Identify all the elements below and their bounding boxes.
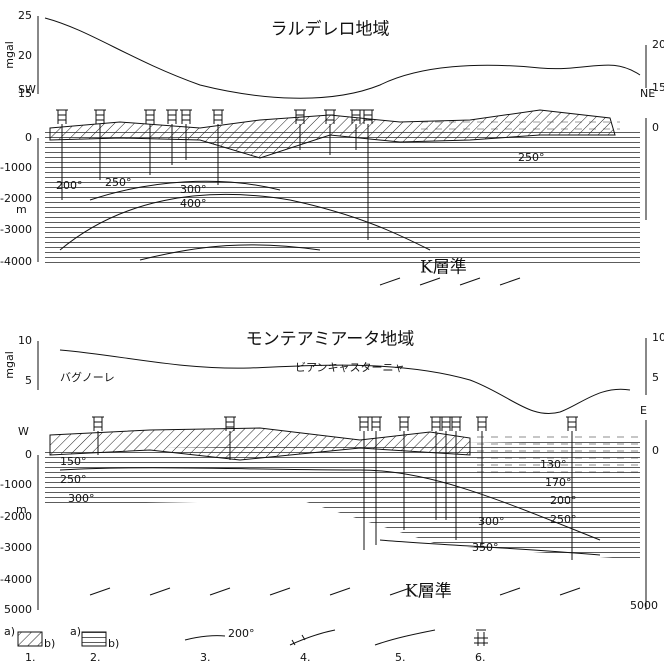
- gravity-tick: 5: [652, 371, 659, 384]
- isotherm-label: 300°: [180, 183, 207, 196]
- legend-sub: a): [4, 625, 15, 638]
- sediment: [420, 120, 620, 134]
- depth-tick: 5000: [630, 599, 658, 612]
- page: ラルデレロ地域 mgal 25 20 15 20 15 SW NE 0 -100…: [0, 0, 664, 670]
- legend-number: 2.: [90, 651, 101, 664]
- gravity-unit: mgal: [3, 351, 16, 379]
- figure: ラルデレロ地域 mgal 25 20 15 20 15 SW NE 0 -100…: [0, 0, 664, 666]
- gravity-tick: 25: [18, 9, 32, 22]
- depth-tick: 5000: [4, 603, 32, 616]
- legend-sub: b): [108, 637, 119, 650]
- gravity-tick: 10: [652, 331, 664, 344]
- panel-title: モンテアミアータ地域: [246, 330, 415, 350]
- legend-swatch: [18, 632, 42, 646]
- gravity-curve: [60, 350, 630, 414]
- depth-tick: -3000: [0, 223, 32, 236]
- strata: [45, 128, 640, 263]
- depth-tick: 0: [652, 121, 659, 134]
- section-end: SW: [18, 83, 36, 96]
- depth-tick: -3000: [0, 541, 32, 554]
- gravity-tick: 10: [18, 334, 32, 347]
- gravity-tick: 20: [652, 38, 664, 51]
- depth-tick: 0: [25, 448, 32, 461]
- isotherm-label: 250°: [550, 513, 577, 526]
- isotherm-label: 150°: [60, 455, 87, 468]
- depth-tick: -4000: [0, 255, 32, 268]
- legend-sub: b): [44, 637, 55, 650]
- depth-tick: -1000: [0, 161, 32, 174]
- legend-sub: a): [70, 625, 81, 638]
- isotherm-label: 400°: [180, 197, 207, 210]
- depth-tick: 0: [25, 131, 32, 144]
- legend-isotherm: [185, 636, 225, 640]
- legend-number: 6.: [475, 651, 486, 664]
- legend-horizon: [375, 630, 435, 645]
- panel-title: ラルデレロ地域: [271, 19, 390, 40]
- horizon-label: K層準: [405, 582, 452, 602]
- section-end: W: [18, 425, 29, 438]
- isotherm-label: 200°: [550, 494, 577, 507]
- isotherm-label: 170°: [545, 476, 572, 489]
- legend-number: 1.: [25, 651, 36, 664]
- gravity-tick: 5: [25, 374, 32, 387]
- isotherm-label: 130°: [540, 458, 567, 471]
- legend-swatch: [82, 632, 106, 646]
- place-label: ビアンキャスターニャ: [295, 361, 405, 374]
- isotherm-label: 250°: [60, 473, 87, 486]
- legend-number: 5.: [395, 651, 406, 664]
- depth-tick: -4000: [0, 573, 32, 586]
- depth-tick: 0: [652, 444, 659, 457]
- horizon-label: K層準: [420, 258, 467, 278]
- section-end: E: [640, 404, 647, 417]
- isotherm-label: 350°: [472, 541, 499, 554]
- isotherm-label: 250°: [518, 151, 545, 164]
- legend-number: 4.: [300, 651, 311, 664]
- legend-well: [474, 630, 488, 646]
- section-end: NE: [640, 87, 655, 100]
- isotherm-label: 300°: [68, 492, 95, 505]
- isotherm-label: 200°: [56, 179, 83, 192]
- k-horizon: [380, 278, 520, 285]
- gravity-unit: mgal: [3, 41, 16, 69]
- gravity-tick: 20: [18, 49, 32, 62]
- depth-unit: m: [16, 203, 27, 216]
- depth-unit: m: [16, 503, 27, 516]
- legend-fault: [290, 630, 335, 645]
- legend-isotherm-label: 200°: [228, 627, 255, 640]
- k-horizon: [90, 588, 580, 595]
- depth-tick: -1000: [0, 478, 32, 491]
- legend-number: 3.: [200, 651, 211, 664]
- place-label: バグノーレ: [60, 370, 115, 384]
- isotherm-label: 250°: [105, 176, 132, 189]
